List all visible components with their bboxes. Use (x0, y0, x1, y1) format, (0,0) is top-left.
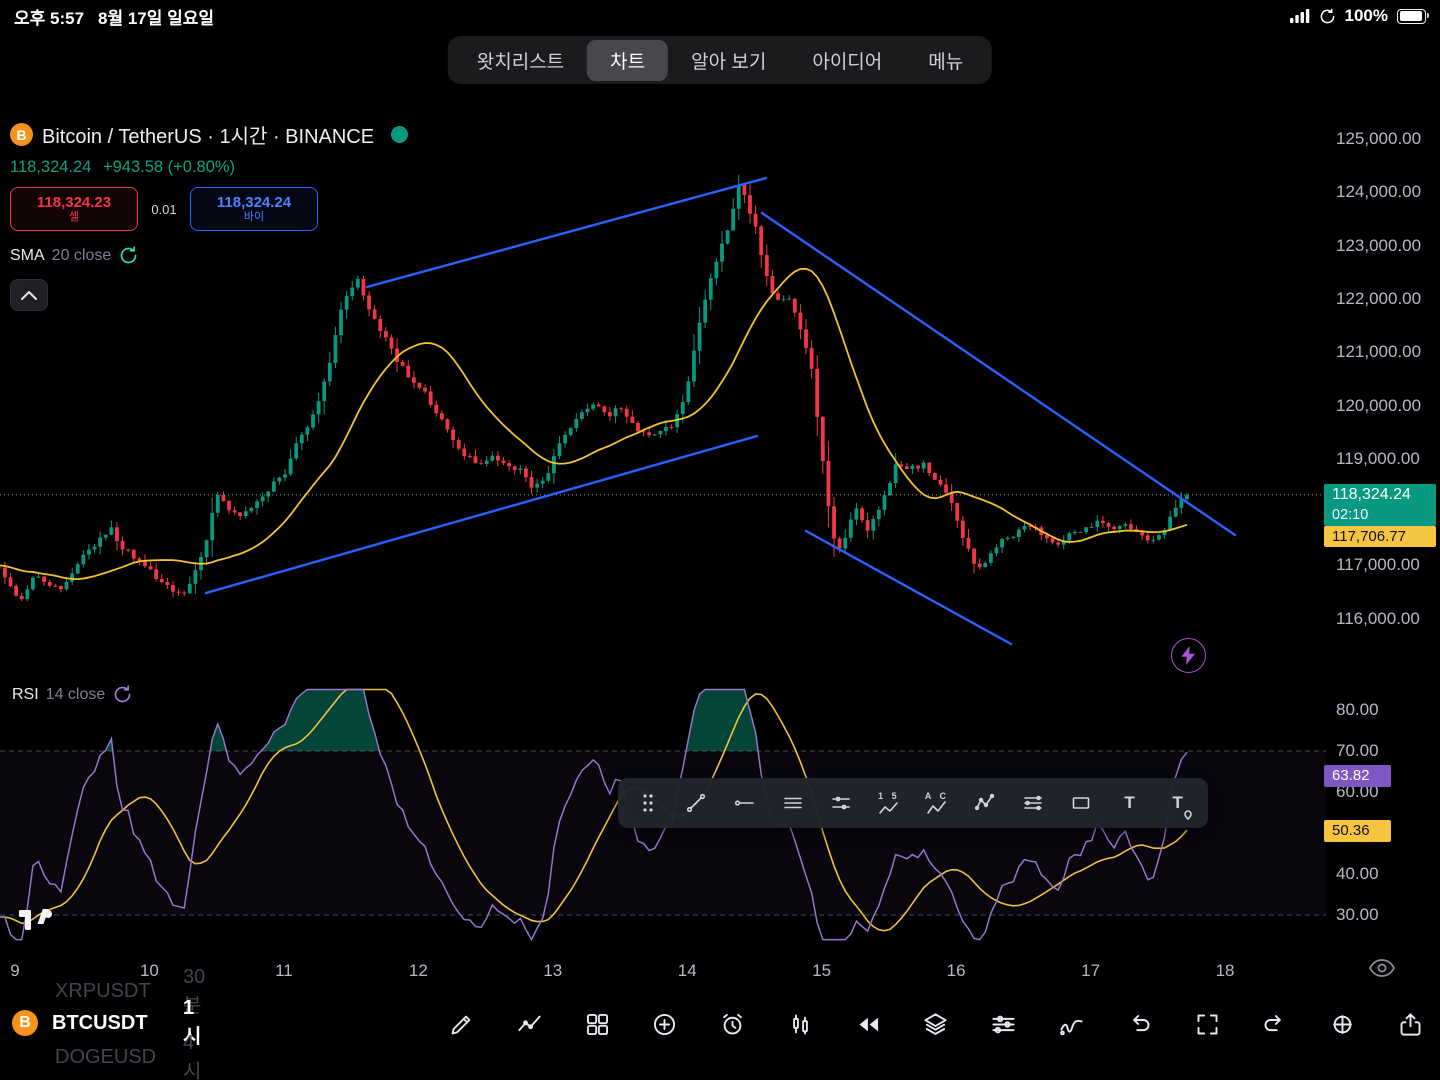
tab-explore[interactable]: 알아 보기 (691, 51, 767, 73)
watchlist-interval: 4시 (183, 1031, 202, 1080)
rsi-ma-value-tag: 50.36 (1324, 820, 1391, 842)
disjoint-lines-tool-icon[interactable] (823, 784, 859, 822)
bars-pattern-tool-icon[interactable]: 1 5 (871, 784, 907, 822)
rsi-indicator-row[interactable]: RSI 14 close (12, 684, 133, 705)
abcd-pattern-tool-icon[interactable]: A C (919, 784, 955, 822)
tradingview-logo[interactable] (18, 906, 54, 939)
draw-icon[interactable] (448, 1011, 475, 1038)
rsi-params: 14 close (45, 685, 106, 703)
spread-value: 0.01 (151, 201, 177, 217)
buy-price: 118,324.24 (216, 194, 292, 212)
sell-price: 118,324.23 (36, 194, 112, 212)
indicators-icon[interactable] (787, 1011, 814, 1038)
tab-watchlist[interactable]: 왓치리스트 (476, 51, 565, 73)
bitcoin-icon: B (10, 123, 33, 146)
last-price-line: 118,324.24 +943.58 (+0.80%) (10, 158, 408, 177)
battery-icon (1397, 8, 1429, 24)
target-crosshair-icon[interactable] (1329, 1011, 1356, 1038)
drawing-toolbar: 1 5 A C T T (618, 778, 1208, 828)
settings-sliders-icon[interactable] (990, 1011, 1017, 1038)
chart-type-icon[interactable] (516, 1011, 543, 1038)
abcd-pattern-label: A C (924, 790, 950, 801)
symbol-title[interactable]: Bitcoin / TetherUS · 1시간 · BINANCE (42, 126, 375, 148)
cellular-signal-icon (1289, 8, 1309, 23)
buy-label: 바이 (243, 211, 265, 224)
watchlist-item-xrpusdt[interactable]: XRPUSDT 30분 (55, 966, 205, 1017)
layers-icon[interactable] (922, 1011, 949, 1038)
status-date: 8월 17일 일요일 (98, 8, 215, 28)
add-icon[interactable] (651, 1011, 678, 1038)
watchlist-symbol: XRPUSDT (55, 980, 151, 1002)
brush-icon[interactable] (1058, 1011, 1085, 1038)
buy-button[interactable]: 118,324.24 바이 (190, 187, 318, 231)
trend-line-tool-icon[interactable] (678, 784, 714, 822)
anchored-text-tool-icon[interactable]: T (1160, 784, 1196, 822)
top-nav: 왓치리스트 차트 알아 보기 아이디어 메뉴 (447, 36, 993, 84)
layouts-grid-icon[interactable] (584, 1011, 611, 1038)
redo-icon[interactable] (1261, 1011, 1288, 1038)
battery-percent: 100% (1344, 6, 1388, 25)
bitcoin-icon: B (12, 1010, 38, 1036)
tab-chart[interactable]: 차트 (587, 39, 669, 81)
last-price: 118,324.24 (10, 158, 92, 176)
tab-menu[interactable]: 메뉴 (928, 51, 964, 73)
undo-icon[interactable] (1126, 1011, 1153, 1038)
clock-time: 오후 5:57 (14, 8, 85, 28)
fullscreen-icon[interactable] (1194, 1011, 1221, 1038)
watchlist-symbol: BTCUSDT (52, 1011, 148, 1034)
watchlist-item-dogeusd[interactable]: DOGEUSD 4시 (55, 1032, 201, 1080)
sma-refresh-icon[interactable] (118, 245, 139, 266)
parallel-lines-tool-icon[interactable] (775, 784, 811, 822)
symbol-header: B Bitcoin / TetherUS · 1시간 · BINANCE 118… (10, 120, 409, 311)
rsi-name: RSI (12, 685, 39, 703)
sma-name: SMA (10, 246, 45, 264)
watchlist-symbol: DOGEUSD (55, 1046, 157, 1068)
bars-pattern-label: 1 5 (878, 790, 900, 801)
quick-trade-lightning-icon[interactable] (1171, 638, 1206, 673)
toolbar-drag-handle[interactable] (630, 784, 666, 822)
bottom-toolbar (448, 1002, 1424, 1046)
watchlist-item-btcusdt[interactable]: B BTCUSDT 1시 (12, 997, 201, 1048)
sell-button[interactable]: 118,324.23 셀 (10, 187, 138, 231)
current-price-value: 118,324.24 (1332, 486, 1411, 503)
market-status-dot[interactable] (391, 126, 409, 143)
forecast-lines-tool-icon[interactable] (1015, 784, 1051, 822)
sma-params: 20 close (51, 246, 112, 264)
replay-icon[interactable] (855, 1011, 882, 1038)
zigzag-pattern-tool-icon[interactable] (967, 784, 1003, 822)
current-price-tag: 118,324.24 02:10 (1324, 484, 1436, 526)
anchored-text-glyph: T (1172, 793, 1183, 812)
collapse-header-button[interactable] (10, 279, 48, 311)
rotation-lock-icon (1320, 8, 1334, 23)
sma-value-tag: 117,706.77 (1324, 526, 1436, 547)
alert-icon[interactable] (719, 1011, 746, 1038)
horizontal-ray-tool-icon[interactable] (726, 784, 762, 822)
watchlist-interval: 30분 (183, 965, 206, 1017)
share-icon[interactable] (1397, 1011, 1424, 1038)
sma-indicator-row[interactable]: SMA 20 close (10, 245, 408, 266)
status-bar: 오후 5:57 8월 17일 일요일 100% (0, 0, 1440, 30)
sell-label: 셀 (68, 211, 80, 224)
price-change: +943.58 (+0.80%) (102, 158, 236, 176)
watchlist-interval: 1시 (183, 997, 202, 1048)
rsi-refresh-icon[interactable] (112, 684, 133, 705)
text-tool-icon[interactable]: T (1112, 784, 1148, 822)
rectangle-tool-icon[interactable] (1063, 784, 1099, 822)
tab-ideas[interactable]: 아이디어 (812, 51, 883, 73)
hide-drawings-eye-icon[interactable] (1368, 958, 1396, 983)
text-tool-glyph: T (1124, 793, 1135, 812)
bar-countdown: 02:10 (1332, 507, 1369, 523)
rsi-value-tag: 63.82 (1324, 765, 1391, 787)
